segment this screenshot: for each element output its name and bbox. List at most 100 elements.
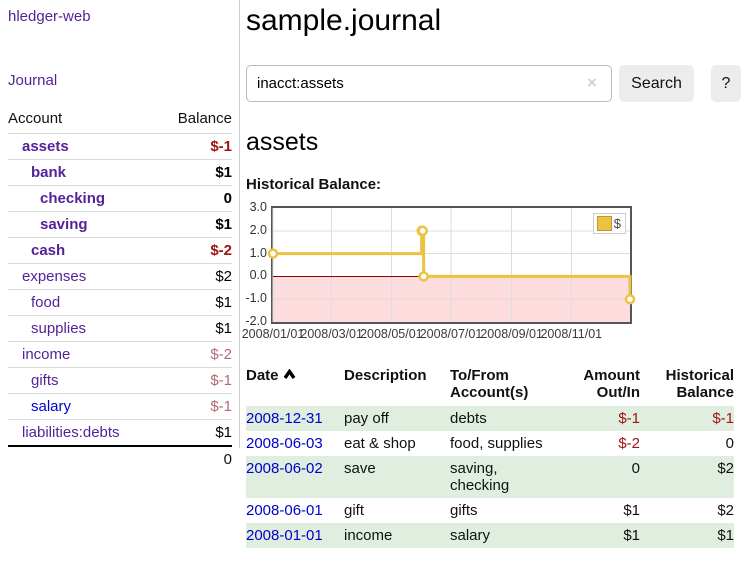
- y-axis-tick-label: -2.0: [245, 314, 267, 328]
- account-row: supplies $1: [8, 315, 232, 342]
- y-axis-tick-label: 2.0: [249, 222, 267, 237]
- account-balance: $-1: [158, 367, 232, 394]
- historical-balance-chart: $ 3.0 2.0 1.0 0.0 -1.0 -2.0 2008/01/01 2008/03/…: [242, 200, 742, 343]
- x-axis-tick-label: 2008/09/01: [480, 327, 543, 341]
- account-balance: $1: [158, 289, 232, 316]
- chart-plot-area: $: [267, 206, 636, 324]
- x-axis-tick-label: 2008/07/01: [419, 327, 483, 341]
- sidebar-account-assets[interactable]: assets: [22, 138, 69, 155]
- register-cell-accounts: debts: [448, 406, 550, 431]
- account-balance: $1: [158, 419, 232, 446]
- sidebar-account-saving[interactable]: saving: [40, 216, 88, 233]
- app-brand-link[interactable]: hledger-web: [8, 8, 91, 25]
- x-axis-tick-label: 2008/11/01: [540, 327, 603, 341]
- chart-legend: $: [592, 213, 626, 234]
- sidebar-account-cash[interactable]: cash: [31, 242, 66, 259]
- register-cell-amount: $1: [550, 523, 640, 548]
- sidebar-account-income[interactable]: income: [22, 346, 71, 363]
- account-balance: $-1: [158, 393, 232, 420]
- account-row: saving $1: [8, 211, 232, 238]
- sidebar-account-salary[interactable]: salary: [31, 398, 72, 415]
- account-row: gifts $-1: [8, 367, 232, 394]
- transaction-date-link[interactable]: 2008-06-01: [246, 502, 323, 519]
- clear-search-icon[interactable]: ×: [587, 73, 597, 92]
- legend-swatch-icon: [596, 216, 612, 231]
- y-axis-tick-label: 3.0: [249, 200, 267, 214]
- accounts-table: Account Balance assets $-1 bank $1 checking 0…: [8, 106, 232, 472]
- account-balance: $2: [158, 263, 232, 290]
- account-row: salary $-1: [8, 393, 232, 420]
- transaction-date-link[interactable]: 2008-06-02: [246, 460, 323, 477]
- register-cell-date: 2008-12-31: [246, 406, 344, 431]
- register-cell-accounts: gifts: [450, 502, 478, 519]
- x-axis-tick-label: 2008/01/01: [241, 327, 305, 341]
- register-cell-description: income: [344, 523, 448, 548]
- accounts-total-row: 0: [8, 445, 232, 472]
- register-cell-date: 2008-06-01: [246, 498, 344, 523]
- sidebar-account-bank[interactable]: bank: [31, 164, 67, 181]
- search-input[interactable]: [246, 65, 612, 102]
- register-row: 2008-12-31 pay off debts $-1 $-1: [246, 406, 734, 431]
- sidebar-account-checking[interactable]: checking: [40, 190, 106, 207]
- register-cell-description: pay off: [344, 406, 448, 431]
- help-button[interactable]: ?: [711, 65, 741, 102]
- sidebar: hledger-web Journal Account Balance asse…: [0, 0, 240, 472]
- account-row: cash $-2: [8, 237, 232, 264]
- register-cell-description: gift: [344, 502, 365, 519]
- register-row: 2008-01-01 income salary $1 $1: [246, 523, 734, 548]
- sidebar-account-liabilities-debts[interactable]: liabilities:debts: [22, 424, 120, 441]
- account-balance: $-2: [158, 341, 232, 368]
- search-form: × Search ?: [246, 65, 742, 102]
- account-row: income $-2: [8, 341, 232, 368]
- register-cell-accounts: food, supplies: [450, 435, 543, 452]
- register-cell-amount: $1: [623, 502, 640, 519]
- sort-ascending-icon: [283, 369, 295, 379]
- transaction-date-link[interactable]: 2008-12-31: [246, 410, 323, 427]
- register-cell-amount: 0: [550, 456, 640, 498]
- register-cell-date: 2008-01-01: [246, 523, 344, 548]
- legend-label: $: [613, 216, 621, 231]
- sidebar-account-supplies[interactable]: supplies: [31, 320, 87, 337]
- accounts-total-value: 0: [158, 445, 232, 472]
- register-row: 2008-06-03 eat & shop food, supplies $-2 0: [246, 431, 734, 456]
- register-row: 2008-06-02 save saving, checking 0 $2: [246, 456, 734, 498]
- account-balance: 0: [158, 185, 232, 212]
- register-col-accounts[interactable]: To/From Account(s): [450, 367, 529, 401]
- register-cell-balance: $2: [640, 456, 734, 498]
- account-row: liabilities:debts $1: [8, 419, 232, 446]
- register-col-amount[interactable]: Amount Out/In: [583, 367, 640, 401]
- sidebar-account-food[interactable]: food: [31, 294, 61, 311]
- account-balance: $-2: [158, 237, 232, 264]
- y-axis-tick-label: 0.0: [249, 268, 267, 283]
- sidebar-item-journal[interactable]: Journal: [8, 72, 58, 89]
- register-cell-date: 2008-06-03: [246, 431, 344, 456]
- chart-canvas: [267, 208, 636, 322]
- transaction-date-link[interactable]: 2008-01-01: [246, 527, 323, 544]
- accounts-col-balance: Balance: [177, 110, 232, 127]
- account-row: bank $1: [8, 159, 232, 186]
- register-cell-balance: $1: [640, 523, 734, 548]
- account-heading: assets: [246, 128, 319, 156]
- account-balance: $1: [158, 211, 232, 238]
- register-cell-balance: $-1: [640, 406, 734, 431]
- search-button[interactable]: Search: [619, 65, 694, 102]
- x-axis-tick-label: 2008/03/01: [300, 327, 363, 341]
- x-axis-tick-label: 2008/05/01: [360, 327, 423, 341]
- register-col-balance[interactable]: Historical Balance: [665, 367, 734, 401]
- y-axis-tick-label: 1.0: [249, 245, 267, 260]
- register-header-row: Date Description To/From Account(s) Amou…: [246, 365, 734, 406]
- sidebar-account-expenses[interactable]: expenses: [22, 268, 87, 285]
- main-content: sample.journal × Search ? assets Histori…: [242, 0, 742, 548]
- sidebar-account-gifts[interactable]: gifts: [31, 372, 59, 389]
- account-balance: $1: [158, 315, 232, 342]
- register-row: 2008-06-01 gift gifts $1 $2: [246, 498, 734, 523]
- account-row: food $1: [8, 289, 232, 316]
- register-cell-balance: 0: [725, 435, 734, 452]
- transaction-date-link[interactable]: 2008-06-03: [246, 435, 323, 452]
- account-row: expenses $2: [8, 263, 232, 290]
- account-row: assets $-1: [8, 133, 232, 160]
- register-col-date[interactable]: Date: [246, 365, 344, 406]
- register-col-description[interactable]: Description: [344, 367, 427, 384]
- register-cell-date: 2008-06-02: [246, 456, 344, 498]
- register-table: Date Description To/From Account(s) Amou…: [246, 365, 734, 548]
